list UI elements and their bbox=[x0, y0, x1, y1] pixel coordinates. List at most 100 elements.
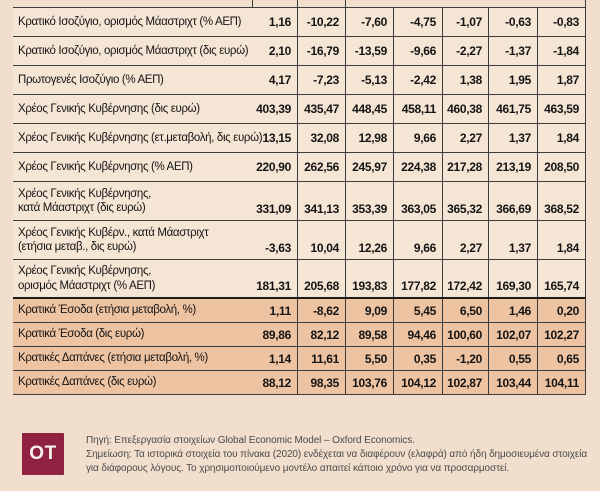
row-label: Πρωτογενές Ισοζύγιο (% ΑΕΠ) bbox=[18, 73, 164, 86]
table-row: Κρατικές Δαπάνες (δις ευρώ) 88,12 98,35 103… bbox=[13, 371, 585, 395]
value-cell: -10,22 bbox=[297, 8, 345, 36]
value-cell: 5,50 bbox=[345, 347, 393, 370]
table-row: Χρέος Γενικής Κυβέρνησης, κατά Μάαστριχτ… bbox=[13, 182, 585, 221]
table-row: Χρέος Γενικής Κυβέρν., κατά Μάαστριχτ (ε… bbox=[13, 221, 585, 260]
row-label: Κρατικό Ισοζύγιο, ορισμός Μάαστριχτ (δις… bbox=[18, 44, 249, 57]
value-cell: 2,10 bbox=[268, 44, 291, 58]
header-remnant bbox=[13, 0, 585, 8]
row-label: Κρατικά Έσοδα (δις ευρώ) bbox=[18, 328, 145, 341]
value-cell: -1,84 bbox=[537, 37, 585, 65]
value-cell: 103,44 bbox=[488, 371, 537, 394]
value-cell: -0,63 bbox=[488, 8, 537, 36]
value-cell: 10,04 bbox=[297, 221, 345, 259]
value-cell: 368,52 bbox=[537, 182, 585, 220]
note-text: Σημείωση: Τα ιστορικά στοιχεία του πίνακ… bbox=[86, 449, 588, 474]
table-row: Χρέος Γενικής Κυβέρνησης (% ΑΕΠ) 220,90 26… bbox=[13, 153, 585, 182]
value-cell: 89,86 bbox=[262, 327, 291, 342]
value-cell: 12,26 bbox=[345, 221, 393, 259]
header-remnant-spacer bbox=[13, 0, 252, 7]
table-row: Χρέος Γενικής Κυβέρνησης (δις ευρώ) 403,3… bbox=[13, 95, 585, 124]
row-label: Χρέος Γενικής Κυβέρνησης, κατά Μάαστριχτ… bbox=[18, 187, 151, 214]
value-cell: 104,11 bbox=[537, 371, 585, 394]
ot-logo: OT bbox=[22, 433, 64, 475]
value-cell: 331,09 bbox=[256, 202, 291, 216]
value-cell: 5,45 bbox=[393, 299, 442, 322]
value-cell: 6,50 bbox=[442, 299, 488, 322]
value-cell: 169,30 bbox=[488, 260, 537, 297]
value-cell: 366,69 bbox=[488, 182, 537, 220]
row-label: Χρέος Γενικής Κυβέρνησης (ετ.μεταβολή, δ… bbox=[18, 131, 263, 144]
value-cell: 102,07 bbox=[488, 323, 537, 346]
table-row: Κρατικά Έσοδα (ετήσια μεταβολή, %) 1,11 -8… bbox=[13, 299, 585, 323]
value-cell: 181,31 bbox=[256, 279, 291, 293]
value-cell: 0,65 bbox=[537, 347, 585, 370]
value-cell: 82,12 bbox=[297, 323, 345, 346]
value-cell: -3,63 bbox=[265, 241, 291, 255]
value-cell: 88,12 bbox=[262, 375, 291, 390]
value-cell: 104,12 bbox=[393, 371, 442, 394]
value-cell: 213,19 bbox=[488, 153, 537, 181]
value-cell: 0,35 bbox=[393, 347, 442, 370]
value-cell: 245,97 bbox=[345, 153, 393, 181]
value-cell: 11,61 bbox=[297, 347, 345, 370]
value-cell: 2,27 bbox=[442, 124, 488, 152]
value-cell: 1,84 bbox=[537, 221, 585, 259]
value-cell: 1,11 bbox=[269, 303, 292, 318]
value-cell: 1,38 bbox=[442, 66, 488, 94]
value-cell: -1,20 bbox=[442, 347, 488, 370]
value-cell: 1,87 bbox=[537, 66, 585, 94]
row-label: Κρατικά Έσοδα (ετήσια μεταβολή, %) bbox=[18, 304, 196, 317]
value-cell: 220,90 bbox=[256, 160, 291, 174]
value-cell: 0,20 bbox=[537, 299, 585, 322]
value-cell: 172,42 bbox=[442, 260, 488, 297]
value-cell: 102,87 bbox=[442, 371, 488, 394]
table-row: Κρατικές Δαπάνες (ετήσια μεταβολή, %) 1,1… bbox=[13, 347, 585, 371]
value-cell: 217,28 bbox=[442, 153, 488, 181]
header-remnant-cell bbox=[345, 0, 393, 7]
value-cell: 403,39 bbox=[256, 102, 291, 116]
value-cell: 102,27 bbox=[537, 323, 585, 346]
row-label: Κρατικό Ισοζύγιο, ορισμός Μάαστριχτ (% Α… bbox=[18, 15, 242, 28]
value-cell: 12,98 bbox=[345, 124, 393, 152]
table-body: Κρατικό Ισοζύγιο, ορισμός Μάαστριχτ (% Α… bbox=[13, 8, 585, 395]
value-cell: 9,66 bbox=[393, 221, 442, 259]
value-cell: 1,37 bbox=[488, 221, 537, 259]
value-cell: 0,55 bbox=[488, 347, 537, 370]
value-cell: -13,59 bbox=[345, 37, 393, 65]
value-cell: -9,66 bbox=[393, 37, 442, 65]
value-cell: 9,66 bbox=[393, 124, 442, 152]
value-cell: 177,82 bbox=[393, 260, 442, 297]
value-cell: 1,46 bbox=[488, 299, 537, 322]
value-cell: -7,60 bbox=[345, 8, 393, 36]
value-cell: 205,68 bbox=[297, 260, 345, 297]
value-cell: -2,42 bbox=[393, 66, 442, 94]
value-cell: -1,37 bbox=[488, 37, 537, 65]
value-cell: 461,75 bbox=[488, 95, 537, 123]
table-row: Κρατικά Έσοδα (δις ευρώ) 89,86 82,12 89,58 9… bbox=[13, 323, 585, 347]
value-cell: 89,58 bbox=[345, 323, 393, 346]
table-row: Χρέος Γενικής Κυβέρνησης (ετ.μεταβολή, δ… bbox=[13, 124, 585, 153]
value-cell: 262,56 bbox=[297, 153, 345, 181]
value-cell: -16,79 bbox=[297, 37, 345, 65]
header-remnant-cell bbox=[297, 0, 345, 7]
value-cell: 363,05 bbox=[393, 182, 442, 220]
footer: OT Πηγή: Επεξεργασία στοιχείων Global Ec… bbox=[22, 433, 592, 476]
row-label: Κρατικές Δαπάνες (δις ευρώ) bbox=[18, 376, 157, 389]
value-cell: 1,37 bbox=[488, 124, 537, 152]
value-cell: -8,62 bbox=[297, 299, 345, 322]
value-cell: 4,17 bbox=[268, 73, 291, 87]
value-cell: 9,09 bbox=[345, 299, 393, 322]
header-remnant-cell bbox=[488, 0, 537, 7]
value-cell: 460,38 bbox=[442, 95, 488, 123]
value-cell: -4,75 bbox=[393, 8, 442, 36]
value-cell: 103,76 bbox=[345, 371, 393, 394]
value-cell: 94,46 bbox=[393, 323, 442, 346]
value-cell: 208,50 bbox=[537, 153, 585, 181]
source-text: Πηγή: Επεξεργασία στοιχείων Global Econo… bbox=[86, 435, 415, 446]
value-cell: 32,08 bbox=[297, 124, 345, 152]
value-cell: -1,07 bbox=[442, 8, 488, 36]
row-label: Κρατικές Δαπάνες (ετήσια μεταβολή, %) bbox=[18, 352, 208, 365]
table-row: Κρατικό Ισοζύγιο, ορισμός Μάαστριχτ (% Α… bbox=[13, 8, 585, 37]
value-cell: 1,14 bbox=[268, 351, 291, 366]
value-cell: 365,32 bbox=[442, 182, 488, 220]
